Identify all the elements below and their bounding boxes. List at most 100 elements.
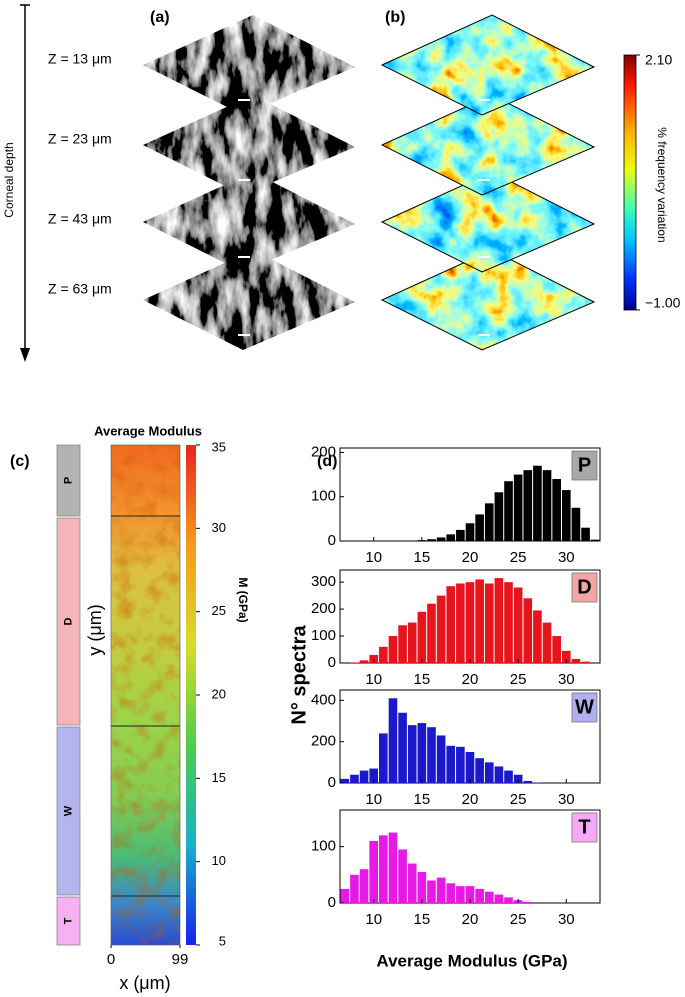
bar (504, 770, 513, 783)
colorbar-tick-label: 30 (212, 520, 226, 535)
bar (398, 849, 407, 903)
colorbar-label: M (GPa) (236, 577, 250, 622)
x-tick-label: 25 (510, 791, 527, 808)
legend-box (571, 450, 598, 481)
depth-axis-label: Corneal depth (2, 142, 16, 217)
bar (542, 470, 552, 541)
bar (369, 654, 379, 663)
depth-label: Z = 13 μm (48, 51, 112, 67)
bar (465, 523, 475, 541)
bar (475, 888, 484, 903)
y-tick-label: 200 (311, 733, 336, 750)
bar (407, 725, 417, 783)
bar (446, 745, 456, 783)
panel-label: (d) (317, 453, 337, 470)
bar (590, 539, 600, 541)
bar (504, 582, 513, 663)
bar (427, 727, 436, 783)
bar (561, 650, 571, 663)
bar (388, 832, 398, 903)
x-tick-label: 30 (558, 671, 575, 688)
bar (350, 874, 359, 903)
layer-box (56, 726, 81, 896)
layer-label: P (62, 477, 74, 484)
y-tick-label: 0 (328, 532, 336, 549)
y-tick-label: 100 (311, 838, 336, 855)
x-tick-label: 30 (558, 911, 575, 928)
colorbar (623, 54, 637, 311)
confocal-tile (143, 15, 355, 115)
arrow-head (20, 348, 30, 362)
bar (359, 660, 369, 663)
bar (436, 735, 446, 783)
colorbar-tick-label: 2.10 (645, 52, 672, 68)
bar (465, 886, 475, 903)
y-tick-label: 0 (328, 774, 336, 791)
legend-box (571, 572, 598, 603)
colorbar-label: % frequency variation (655, 127, 669, 242)
bar (359, 869, 369, 903)
bar (523, 901, 533, 903)
bar (388, 698, 398, 783)
x-tick-label: 30 (558, 791, 575, 808)
legend-label: D (577, 576, 591, 598)
bar (494, 492, 504, 541)
layer-box (56, 444, 81, 517)
x-tick-label: 15 (414, 791, 431, 808)
modulus-texture (111, 445, 180, 945)
depth-label: Z = 43 μm (48, 211, 112, 227)
x-tick-label: 0 (107, 951, 115, 968)
x-tick-label: 15 (414, 911, 431, 928)
depth-label: Z = 23 μm (48, 131, 112, 147)
layer-label: T (62, 917, 74, 924)
bar (523, 470, 533, 541)
y-axis-label: N° spectra (288, 625, 310, 725)
layer-box (56, 896, 81, 946)
bar (552, 636, 561, 663)
bar (350, 662, 359, 663)
bar (513, 474, 523, 541)
bar (427, 603, 436, 663)
bar (475, 514, 484, 541)
x-tick-label: 25 (510, 671, 527, 688)
tile-outline (380, 249, 596, 351)
y-tick-label: 0 (328, 894, 336, 911)
bar (494, 766, 504, 783)
x-tick-label: 25 (510, 911, 527, 928)
bar (417, 723, 427, 783)
bar (456, 886, 465, 903)
colorbar (186, 445, 196, 945)
panel-label: (a) (150, 9, 170, 26)
x-tick-label: 25 (510, 549, 527, 566)
y-tick-label: 300 (311, 573, 336, 590)
x-axis-label: x (μm) (119, 973, 170, 993)
bar (513, 587, 523, 663)
bar (417, 872, 427, 903)
bar (369, 768, 379, 783)
bar (484, 503, 494, 541)
x-axis-label: Average Modulus (GPa) (376, 951, 567, 970)
legend-label: P (578, 454, 591, 476)
legend-box (571, 812, 598, 843)
bar (581, 661, 590, 663)
bar (484, 891, 494, 903)
bar (494, 578, 504, 663)
confocal-tile (143, 250, 355, 350)
y-axis-label: y (μm) (85, 604, 105, 655)
y-tick-label: 100 (311, 627, 336, 644)
x-tick-label: 20 (462, 791, 479, 808)
legend-label: W (575, 696, 594, 718)
tile-outline (380, 14, 596, 116)
bar (446, 883, 456, 903)
panel-label: (c) (10, 453, 30, 470)
bar (446, 586, 456, 663)
x-tick-label: 15 (414, 671, 431, 688)
x-tick-label: 15 (414, 549, 431, 566)
y-tick-label: 200 (311, 600, 336, 617)
bar (379, 835, 388, 903)
bar (417, 611, 427, 663)
bar (456, 746, 465, 783)
bar (571, 507, 581, 541)
bar (369, 841, 379, 903)
bar (571, 658, 581, 663)
